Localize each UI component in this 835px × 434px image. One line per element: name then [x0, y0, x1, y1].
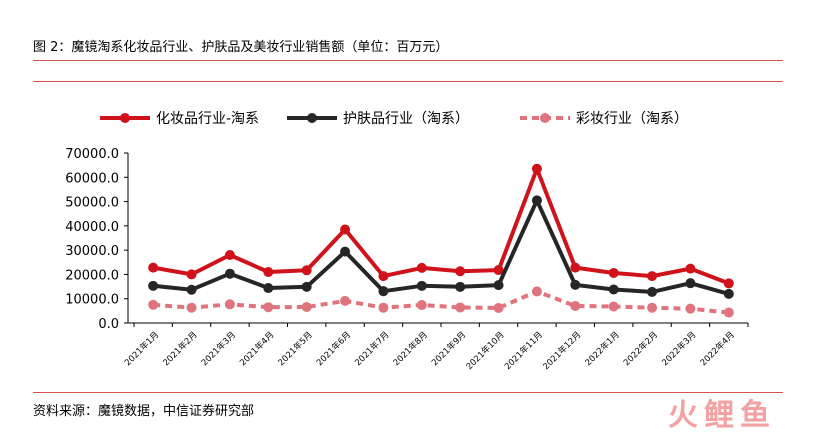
series-2-point: [531, 195, 542, 206]
y-tick-label: 40000.0: [65, 220, 119, 235]
series-1-point: [531, 163, 542, 174]
series-1-point: [493, 265, 504, 276]
series-3-point: [378, 302, 389, 313]
series-3-point: [493, 302, 504, 313]
y-tick-label: 70000.0: [65, 147, 119, 162]
y-tick-label: 30000.0: [65, 244, 119, 259]
series-2-point: [647, 286, 658, 297]
series-3-point: [531, 286, 542, 297]
series-1-point: [186, 269, 197, 280]
series-3-point: [455, 302, 466, 313]
series-1-point: [224, 250, 235, 260]
series-3-point: [340, 295, 351, 306]
x-tick-label: 2021年8月: [391, 329, 430, 368]
x-tick-label: 2021年10月: [464, 329, 507, 372]
series-1-point: [647, 271, 658, 282]
series-2-point: [455, 281, 466, 292]
legend-marker-2: [307, 113, 317, 123]
legend-label-2: 护肤品行业（淘系）: [343, 111, 469, 127]
watermark-logo: 火鲤鱼: [668, 398, 776, 433]
x-tick-label: 2021年5月: [276, 329, 315, 368]
x-tick-label: 2022年4月: [698, 329, 737, 368]
title-divider: [33, 60, 783, 61]
series-2-point: [608, 284, 619, 295]
series-2-point: [340, 246, 351, 257]
series-2-point: [186, 284, 197, 295]
series-1-point: [723, 278, 734, 289]
series-line-2: [152, 198, 730, 296]
series-3-point: [263, 302, 274, 313]
series-3-point: [224, 299, 235, 310]
x-tick-label: 2021年12月: [541, 329, 584, 372]
legend-label-1: 化妆品行业-淘系: [156, 111, 259, 127]
source-note: 资料来源：魔镜数据，中信证券研究部: [33, 404, 255, 419]
series-1-point: [148, 262, 159, 273]
series-2-point: [570, 279, 581, 290]
series-3-point: [570, 301, 581, 311]
y-tick-label: 10000.0: [65, 293, 119, 308]
series-2-point: [723, 288, 734, 299]
series-2-point: [378, 286, 389, 297]
series-2-point: [301, 281, 312, 292]
series-3-point: [148, 299, 159, 310]
series-1-point: [301, 265, 312, 276]
x-tick-label: 2021年7月: [353, 329, 392, 368]
y-tick-label: 60000.0: [65, 171, 119, 186]
series-1-point: [263, 267, 274, 277]
y-tick-label: 0.0: [98, 317, 119, 332]
series-1-point: [340, 224, 351, 235]
x-tick-label: 2022年3月: [660, 329, 699, 368]
series-3-point: [608, 301, 619, 312]
x-tick-label: 2021年11月: [502, 329, 545, 372]
x-tick-label: 2021年1月: [122, 329, 161, 368]
source-divider: [33, 392, 783, 393]
series-3-point: [186, 302, 197, 313]
series-1-point: [455, 266, 466, 277]
y-tick-label: 50000.0: [65, 196, 119, 211]
series-2-point: [493, 280, 504, 291]
legend-label-3: 彩妆行业（淘系）: [576, 111, 688, 127]
series-3-point: [301, 301, 312, 312]
x-tick-label: 2022年1月: [583, 329, 622, 368]
series-1-point: [685, 263, 696, 274]
series-2-point: [224, 268, 235, 279]
series-2-point: [263, 283, 274, 294]
series-2-point: [685, 278, 696, 289]
series-1-point: [378, 271, 389, 282]
series-3-point: [723, 307, 734, 318]
x-tick-label: 2022年2月: [621, 329, 660, 368]
legend-marker-3: [540, 113, 550, 123]
series-1-point: [416, 262, 427, 273]
x-tick-label: 2021年2月: [161, 329, 200, 368]
legend-marker-1: [120, 113, 130, 123]
figure-title: 图 2：魔镜淘系化妆品行业、护肤品及美妆行业销售额（单位：百万元）: [33, 40, 449, 55]
series-3-point: [416, 300, 427, 311]
x-tick-label: 2021年4月: [238, 329, 277, 368]
x-tick-label: 2021年9月: [429, 329, 468, 368]
series-line-3: [153, 289, 730, 315]
series-1-point: [608, 267, 619, 278]
series-line-1: [152, 166, 730, 286]
series-1-point: [570, 262, 581, 273]
series-3-point: [647, 302, 658, 313]
x-tick-label: 2021年6月: [314, 329, 353, 368]
series-2-point: [416, 280, 427, 291]
series-2-point: [148, 280, 159, 291]
series-3-point: [685, 303, 696, 314]
y-tick-label: 20000.0: [65, 268, 119, 283]
chart-top-divider: [33, 81, 783, 82]
x-tick-label: 2021年3月: [199, 329, 238, 368]
